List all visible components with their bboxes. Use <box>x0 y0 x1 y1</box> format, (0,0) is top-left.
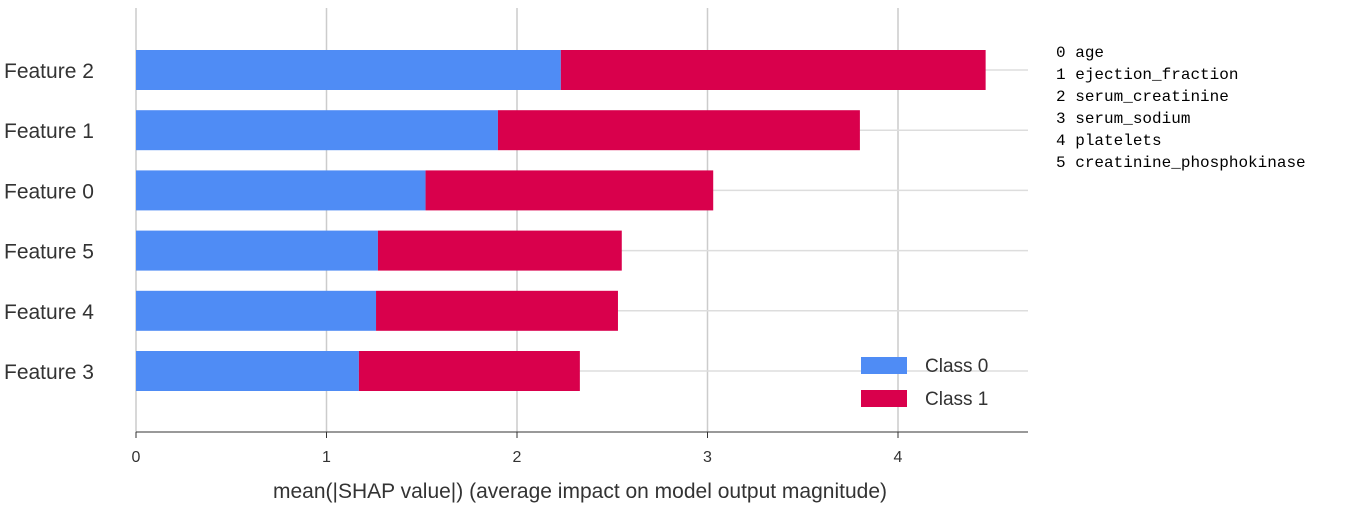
legend-label-class-1: Class 1 <box>925 389 988 410</box>
category-label: Feature 1 <box>4 120 94 143</box>
bar-class-0-feature-1 <box>136 110 498 151</box>
x-axis: 0 1 2 3 4 <box>132 431 1028 466</box>
x-tick-label: 4 <box>894 449 903 466</box>
bar-class-1-feature-5 <box>377 230 622 271</box>
bar-class-1-feature-1 <box>497 110 860 151</box>
bar-class-0-feature-5 <box>136 230 378 271</box>
feature-mapping-list: 0 age 1 ejection_fraction 2 serum_creati… <box>1056 42 1306 174</box>
bar-class-0-feature-2 <box>136 50 561 90</box>
feature-mapping-item: 1 ejection_fraction <box>1056 66 1239 84</box>
x-tick-label: 3 <box>703 449 712 466</box>
category-label: Feature 3 <box>4 361 94 384</box>
shap-bar-chart: Feature 2 Feature 1 Feature 0 Feature 5 Feat… <box>4 8 1028 503</box>
x-tick-label: 0 <box>132 449 141 466</box>
bar-class-1-feature-0 <box>425 170 714 211</box>
feature-mapping-item: 5 creatinine_phosphokinase <box>1056 154 1306 172</box>
bar-class-0-feature-3 <box>136 351 359 391</box>
bar-class-1-feature-4 <box>376 290 618 331</box>
bar-class-0-feature-0 <box>136 170 426 211</box>
legend: Class 0 Class 1 <box>861 356 988 410</box>
x-tick-label: 2 <box>513 449 522 466</box>
bars <box>136 50 986 391</box>
legend-swatch-class-0 <box>861 357 907 374</box>
feature-mapping-item: 0 age <box>1056 44 1105 62</box>
category-labels: Feature 2 Feature 1 Feature 0 Feature 5 Feat… <box>4 60 94 384</box>
feature-mapping-item: 3 serum_sodium <box>1056 110 1191 128</box>
feature-mapping-item: 4 platelets <box>1056 132 1162 150</box>
feature-mapping-item: 2 serum_creatinine <box>1056 88 1229 106</box>
legend-swatch-class-1 <box>861 390 907 407</box>
x-axis-title: mean(|SHAP value|) (average impact on mo… <box>273 480 887 503</box>
bar-class-1-feature-3 <box>358 351 580 391</box>
category-label: Feature 2 <box>4 60 94 83</box>
bar-class-0-feature-4 <box>136 290 377 331</box>
legend-label-class-0: Class 0 <box>925 356 988 377</box>
category-label: Feature 4 <box>4 301 94 324</box>
x-tick-label: 1 <box>322 449 331 466</box>
category-label: Feature 5 <box>4 241 94 264</box>
bar-class-1-feature-2 <box>560 50 986 90</box>
category-label: Feature 0 <box>4 180 94 203</box>
